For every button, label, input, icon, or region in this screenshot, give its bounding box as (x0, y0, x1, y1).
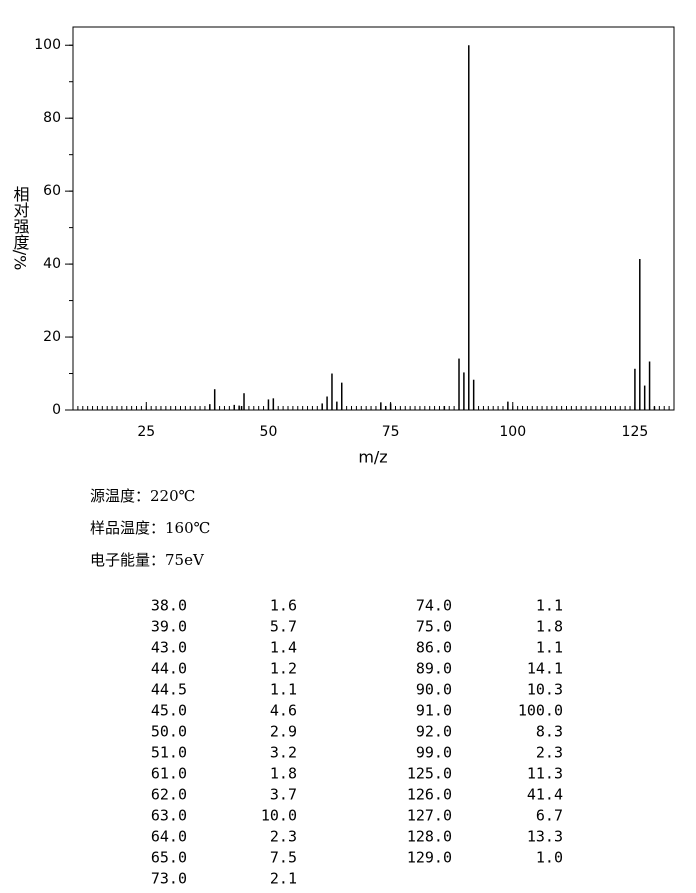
y-tick-label: 20 (43, 329, 61, 345)
intensity: 1.1 (536, 597, 563, 615)
y-tick-label: 60 (43, 183, 61, 199)
intensity: 3.2 (270, 744, 297, 762)
intensity: 5.7 (270, 618, 297, 636)
mz: 128.0 (407, 828, 452, 846)
mz: 65.0 (151, 849, 187, 867)
intensity: 1.2 (270, 660, 297, 678)
mz: 39.0 (151, 618, 187, 636)
info-line: 电子能量：75eV (90, 551, 205, 569)
mz: 91.0 (416, 702, 452, 720)
mz: 73.0 (151, 870, 187, 888)
y-tick-label: 100 (34, 37, 61, 53)
mz: 99.0 (416, 744, 452, 762)
mz: 45.0 (151, 702, 187, 720)
y-axis-label: 相对强度/% (11, 186, 30, 271)
x-tick-label: 75 (382, 424, 400, 440)
mz: 126.0 (407, 786, 452, 804)
intensity: 1.4 (270, 639, 297, 657)
mz: 63.0 (151, 807, 187, 825)
intensity: 4.6 (270, 702, 297, 720)
mz: 62.0 (151, 786, 187, 804)
intensity: 1.8 (536, 618, 563, 636)
mz: 92.0 (416, 723, 452, 741)
mz: 50.0 (151, 723, 187, 741)
intensity: 1.8 (270, 765, 297, 783)
info-line: 源温度：220℃ (90, 487, 195, 505)
mz: 51.0 (151, 744, 187, 762)
intensity: 100.0 (518, 702, 563, 720)
mz: 61.0 (151, 765, 187, 783)
mz: 86.0 (416, 639, 452, 657)
mz: 64.0 (151, 828, 187, 846)
intensity: 13.3 (527, 828, 563, 846)
intensity: 1.0 (536, 849, 563, 867)
intensity: 1.1 (536, 639, 563, 657)
x-tick-label: 50 (260, 424, 278, 440)
intensity: 11.3 (527, 765, 563, 783)
intensity: 7.5 (270, 849, 297, 867)
mz: 44.0 (151, 660, 187, 678)
intensity: 41.4 (527, 786, 563, 804)
intensity: 2.1 (270, 870, 297, 888)
y-tick-label: 40 (43, 256, 61, 272)
plot-frame (72, 26, 675, 411)
intensity: 2.9 (270, 723, 297, 741)
intensity: 14.1 (527, 660, 563, 678)
y-tick-label: 80 (43, 110, 61, 126)
info-line: 样品温度：160℃ (90, 519, 210, 537)
mz: 89.0 (416, 660, 452, 678)
intensity: 10.0 (261, 807, 297, 825)
intensity: 2.3 (536, 744, 563, 762)
x-axis-label: m/z (358, 448, 387, 467)
mz: 38.0 (151, 597, 187, 615)
intensity: 3.7 (270, 786, 297, 804)
mz: 90.0 (416, 681, 452, 699)
x-tick-label: 100 (499, 424, 526, 440)
mz: 44.5 (151, 681, 187, 699)
mz: 129.0 (407, 849, 452, 867)
intensity: 6.7 (536, 807, 563, 825)
mz: 127.0 (407, 807, 452, 825)
intensity: 2.3 (270, 828, 297, 846)
mz: 74.0 (416, 597, 452, 615)
x-tick-label: 125 (622, 424, 649, 440)
intensity: 10.3 (527, 681, 563, 699)
mz: 43.0 (151, 639, 187, 657)
intensity: 1.6 (270, 597, 297, 615)
mz: 75.0 (416, 618, 452, 636)
mz: 125.0 (407, 765, 452, 783)
intensity: 8.3 (536, 723, 563, 741)
intensity: 1.1 (270, 681, 297, 699)
x-tick-label: 25 (137, 424, 155, 440)
y-tick-label: 0 (52, 402, 61, 418)
